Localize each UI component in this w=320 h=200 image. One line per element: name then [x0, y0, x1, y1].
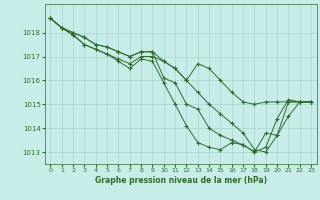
X-axis label: Graphe pression niveau de la mer (hPa): Graphe pression niveau de la mer (hPa): [95, 176, 267, 185]
